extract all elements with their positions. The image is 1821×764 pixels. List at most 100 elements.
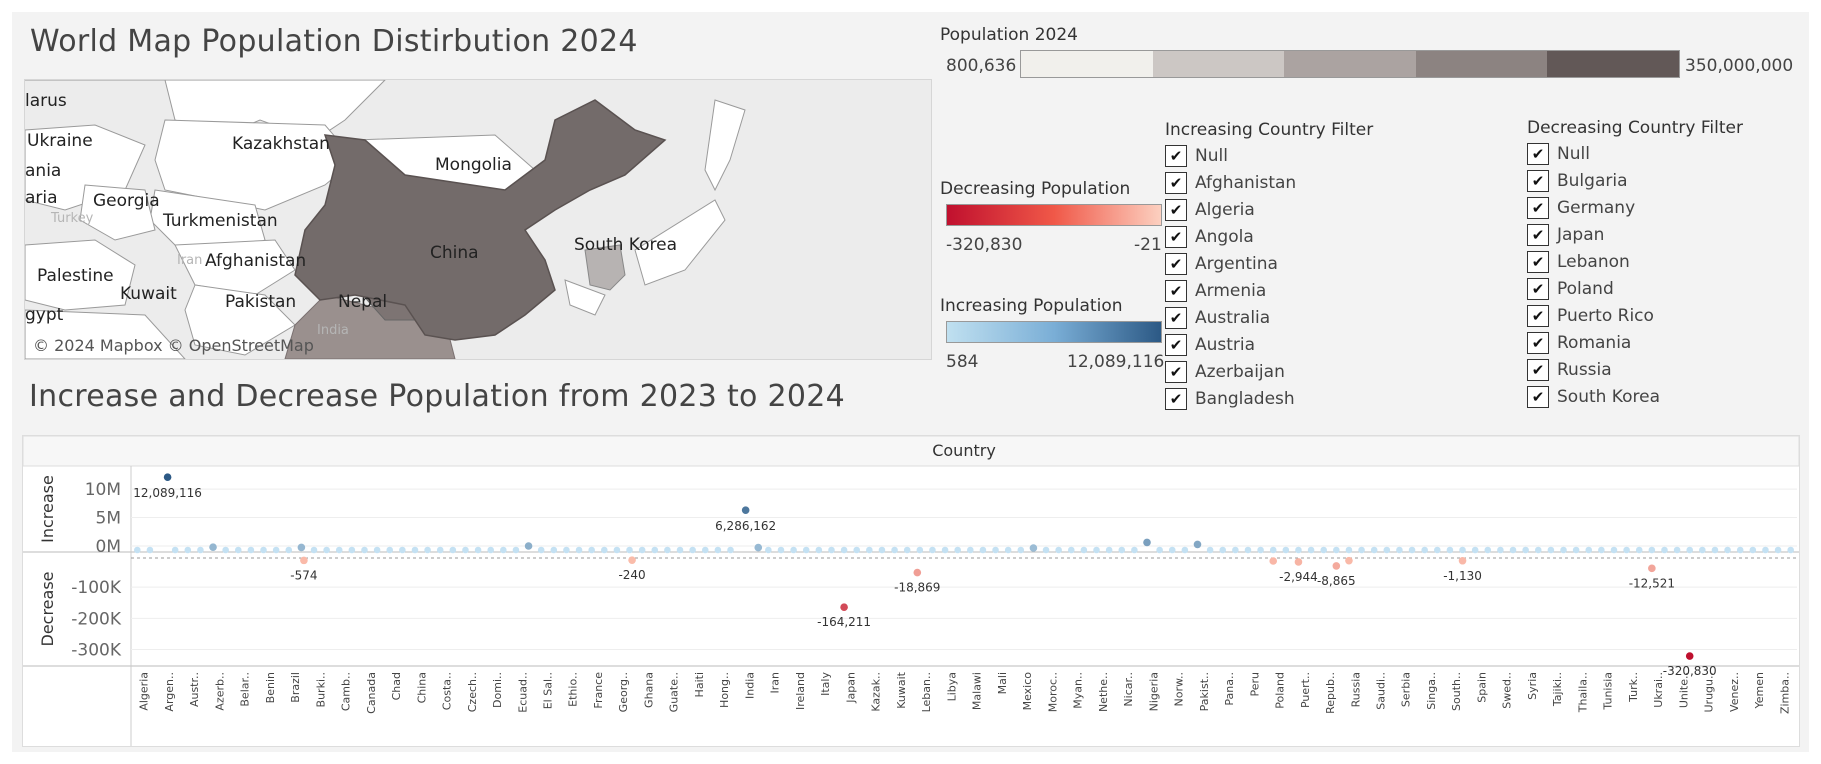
increasing-filter-item[interactable]: ✔ Austria (1165, 331, 1405, 358)
data-point-increase (1585, 546, 1593, 554)
x-tick-label: France (592, 672, 605, 709)
checkbox-checked-icon[interactable]: ✔ (1165, 387, 1187, 410)
checkbox-checked-icon[interactable]: ✔ (1527, 304, 1549, 327)
map-label-afghanistan: Afghanistan (205, 251, 307, 271)
data-point-increase (1269, 546, 1277, 554)
checkbox-checked-icon[interactable]: ✔ (1165, 252, 1187, 275)
data-point-increase (840, 546, 848, 554)
increasing-filter-item[interactable]: ✔ Armenia (1165, 277, 1405, 304)
increasing-legend-title: Increasing Population (940, 296, 1123, 316)
data-point-increase (1762, 546, 1769, 554)
x-tick-label: India (743, 672, 756, 699)
data-point-increase (866, 546, 873, 554)
checkbox-checked-icon[interactable]: ✔ (1527, 169, 1549, 192)
x-tick-label: Tunisia (1602, 672, 1615, 711)
data-point-increase (638, 546, 646, 554)
increasing-filter-item[interactable]: ✔ Argentina (1165, 250, 1405, 277)
data-point-increase (1484, 546, 1492, 554)
increasing-filter-item[interactable]: ✔ Algeria (1165, 196, 1405, 223)
checkbox-checked-icon[interactable]: ✔ (1165, 360, 1187, 383)
checkbox-checked-icon[interactable]: ✔ (1527, 196, 1549, 219)
x-tick-label: Ukrai.. (1652, 672, 1665, 708)
checkbox-checked-icon[interactable]: ✔ (1165, 306, 1187, 329)
data-point-increase (1534, 546, 1542, 554)
x-tick-label: Belar.. (239, 672, 252, 707)
checkbox-checked-icon[interactable]: ✔ (1165, 144, 1187, 167)
x-tick-label: Tajiki.. (1551, 672, 1564, 707)
x-tick-label: Unite.. (1677, 672, 1690, 708)
data-point-increase (1560, 546, 1567, 554)
increasing-filter-item[interactable]: ✔ Azerbaijan (1165, 358, 1405, 385)
data-point-increase (1383, 546, 1391, 554)
x-tick-label: Brazil (289, 672, 302, 703)
x-tick-label: Moroc.. (1046, 672, 1059, 712)
checkbox-checked-icon[interactable]: ✔ (1165, 171, 1187, 194)
checkbox-checked-icon[interactable]: ✔ (1527, 358, 1549, 381)
data-point-increase (1358, 546, 1365, 554)
data-point-increase (1648, 546, 1656, 554)
x-tick-label: Argen.. (163, 672, 176, 712)
decreasing-filter-item-label: Bulgaria (1557, 170, 1628, 191)
data-point-increase (588, 546, 595, 554)
increasing-filter-item[interactable]: ✔ Bangladesh (1165, 385, 1405, 412)
x-tick-label: Kuwait (895, 671, 908, 708)
decreasing-filter-item[interactable]: ✔ Russia (1527, 356, 1767, 383)
decreasing-legend-min: -320,830 (946, 235, 1023, 255)
data-point-increase (1396, 546, 1403, 554)
decreasing-filter-item[interactable]: ✔ Null (1527, 140, 1767, 167)
map-label-south-korea: South Korea (574, 235, 678, 255)
checkbox-checked-icon[interactable]: ✔ (1527, 385, 1549, 408)
decreasing-country-filter[interactable]: Decreasing Country Filter ✔ Null ✔ Bulgaria… (1527, 118, 1767, 420)
data-label-decrease: -574 (290, 568, 317, 582)
x-tick-label: China (415, 672, 428, 703)
decreasing-filter-item[interactable]: ✔ Japan (1527, 221, 1767, 248)
decreasing-filter-item[interactable]: ✔ Romania (1527, 329, 1767, 356)
decreasing-filter-item-label: Japan (1557, 224, 1605, 245)
checkbox-checked-icon[interactable]: ✔ (1165, 279, 1187, 302)
x-tick-label: Guate.. (668, 672, 681, 712)
decreasing-filter-item[interactable]: ✔ Germany (1527, 194, 1767, 221)
increasing-filter-item[interactable]: ✔ Afghanistan (1165, 169, 1405, 196)
x-tick-label: Venez.. (1728, 672, 1741, 712)
decreasing-filter-item[interactable]: ✔ Poland (1527, 275, 1767, 302)
checkbox-checked-icon[interactable]: ✔ (1527, 331, 1549, 354)
data-point-increase (1244, 546, 1252, 554)
increasing-filter-item[interactable]: ✔ Null (1165, 142, 1405, 169)
x-tick-label: Thaila.. (1576, 672, 1589, 713)
data-point-increase (916, 546, 924, 554)
data-point-increase (1067, 546, 1075, 554)
map-shapes (25, 80, 931, 359)
decreasing-filter-item-label: Germany (1557, 197, 1636, 218)
x-tick-label: Repub.. (1324, 672, 1337, 714)
data-point-increase (348, 546, 356, 554)
decreasing-filter-item[interactable]: ✔ Lebanon (1527, 248, 1767, 275)
map-credit[interactable]: © 2024 Mapbox © OpenStreetMap (33, 336, 314, 355)
population-swatch (1152, 51, 1285, 77)
map-label-bulgaria: aria (25, 188, 58, 208)
data-label-decrease: -1,130 (1443, 569, 1482, 583)
checkbox-checked-icon[interactable]: ✔ (1527, 223, 1549, 246)
data-point-increase (903, 546, 911, 554)
checkbox-checked-icon[interactable]: ✔ (1165, 225, 1187, 248)
checkbox-checked-icon[interactable]: ✔ (1527, 142, 1549, 165)
x-tick-label: Singa.. (1425, 672, 1438, 710)
decreasing-filter-item[interactable]: ✔ South Korea (1527, 383, 1767, 410)
decreasing-filter-item[interactable]: ✔ Bulgaria (1527, 167, 1767, 194)
checkbox-checked-icon[interactable]: ✔ (1527, 277, 1549, 300)
data-point-decrease (1294, 558, 1303, 566)
checkbox-checked-icon[interactable]: ✔ (1165, 333, 1187, 356)
increasing-country-filter[interactable]: Increasing Country Filter ✔ Null ✔ Afghanis… (1165, 120, 1405, 420)
increasing-gradient (946, 321, 1162, 343)
decreasing-filter-item[interactable]: ✔ Puerto Rico (1527, 302, 1767, 329)
increasing-filter-item[interactable]: ✔ Australia (1165, 304, 1405, 331)
x-tick-label: Malawi (971, 672, 984, 710)
data-point-increase (1471, 546, 1479, 554)
world-map[interactable]: larus Ukraine Kazakhstan Mongolia ania G… (24, 79, 932, 360)
increasing-filter-item[interactable]: ✔ Angola (1165, 223, 1405, 250)
checkbox-checked-icon[interactable]: ✔ (1165, 198, 1187, 221)
checkbox-checked-icon[interactable]: ✔ (1527, 250, 1549, 273)
data-point-increase (297, 543, 306, 552)
data-point-increase (992, 546, 999, 554)
x-tick-label: Mali (996, 672, 1009, 694)
data-point-decrease (1685, 652, 1694, 660)
